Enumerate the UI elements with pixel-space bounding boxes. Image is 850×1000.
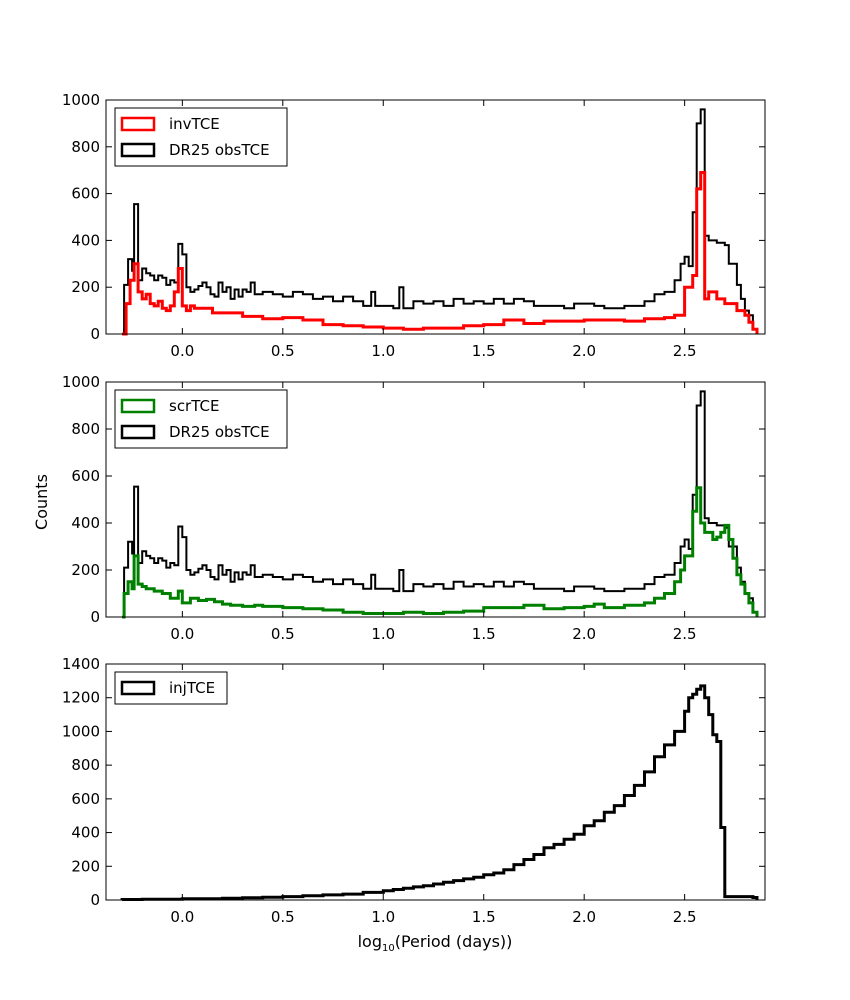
y-tick-label: 600 <box>71 467 100 485</box>
legend-swatch-injtce <box>120 680 156 696</box>
panel-scrtce: 0.0 0.5 1.0 1.5 2.0 2.5 0 200 400 600 800 1000 scrTC… <box>62 373 766 643</box>
panel-injtce: 0.0 0.5 1.0 1.5 2.0 2.5 0 200 400 600 800 1000 1200 1… <box>62 655 766 926</box>
legend-swatch-dr25-obstce <box>120 142 156 158</box>
x-tick-label: 0.0 <box>170 908 194 926</box>
series-injtce-step <box>120 684 759 901</box>
x-tick-label: 0.0 <box>170 625 194 643</box>
legend: scrTCE DR25 obsTCE <box>114 389 288 449</box>
x-tick-label: 2.5 <box>673 625 697 643</box>
y-tick-label: 0 <box>90 891 100 909</box>
y-tick-label: 1200 <box>62 689 100 707</box>
legend-swatch-scrtce <box>120 398 156 414</box>
series-dr25-obstce-step <box>122 108 758 335</box>
legend-swatch-invtce <box>120 116 156 132</box>
y-tick-label: 200 <box>71 278 100 296</box>
y-tick-label: 800 <box>71 756 100 774</box>
x-tick-label: 2.0 <box>572 342 596 360</box>
y-tick-label: 400 <box>71 514 100 532</box>
y-axis-title: Counts <box>32 474 51 530</box>
plot-frame <box>105 381 766 618</box>
legend-label-dr25-obstce: DR25 obsTCE <box>169 423 270 441</box>
x-tick-label: 2.5 <box>673 342 697 360</box>
y-tick-label: 600 <box>71 790 100 808</box>
x-axis-title: log10(Period (days)) <box>358 932 513 954</box>
y-tick-label: 1000 <box>62 91 100 109</box>
series-invtce-step <box>122 171 759 336</box>
y-tick-label: 400 <box>71 824 100 842</box>
legend-label-invtce: invTCE <box>169 115 220 133</box>
y-tick-label: 800 <box>71 420 100 438</box>
x-axis-title-log: log <box>358 932 382 951</box>
x-tick-label: 0.5 <box>271 625 295 643</box>
x-tick-label: 0.5 <box>271 908 295 926</box>
x-tick-label: 1.5 <box>472 342 496 360</box>
panel-invtce: 0.0 0.5 1.0 1.5 2.0 2.5 0 200 400 600 800 1000 invTC… <box>62 91 766 360</box>
y-tick-label: 200 <box>71 857 100 875</box>
x-axis-title-subscript: 10 <box>382 943 395 954</box>
legend-label-injtce: injTCE <box>169 679 215 697</box>
y-tick-label: 1000 <box>62 373 100 391</box>
plot-frame <box>105 663 766 901</box>
plot-frame <box>105 99 766 335</box>
x-tick-label: 0.5 <box>271 342 295 360</box>
series-dr25-obstce-step <box>122 390 758 618</box>
x-tick-label: 0.0 <box>170 342 194 360</box>
legend-box <box>114 671 228 705</box>
legend: injTCE <box>114 671 228 705</box>
legend: invTCE DR25 obsTCE <box>114 107 288 167</box>
y-tick-label: 400 <box>71 231 100 249</box>
x-axis-title-rest: (Period (days)) <box>395 932 513 951</box>
y-tick-label: 1400 <box>62 655 100 673</box>
x-tick-label: 1.0 <box>371 908 395 926</box>
legend-swatch-dr25-obstce <box>120 424 156 440</box>
x-tick-label: 1.0 <box>371 625 395 643</box>
x-tick-label: 2.5 <box>673 908 697 926</box>
series-scrtce-step <box>122 486 759 619</box>
legend-label-scrtce: scrTCE <box>169 397 219 415</box>
y-tick-label: 600 <box>71 185 100 203</box>
y-tick-label: 0 <box>90 325 100 343</box>
x-tick-label: 1.5 <box>472 908 496 926</box>
y-tick-label: 0 <box>90 608 100 626</box>
legend-label-dr25-obstce: DR25 obsTCE <box>169 141 270 159</box>
y-tick-label: 800 <box>71 138 100 156</box>
x-tick-label: 2.0 <box>572 625 596 643</box>
y-tick-label: 200 <box>71 561 100 579</box>
x-tick-label: 1.5 <box>472 625 496 643</box>
x-tick-label: 2.0 <box>572 908 596 926</box>
y-tick-label: 1000 <box>62 722 100 740</box>
x-tick-label: 1.0 <box>371 342 395 360</box>
